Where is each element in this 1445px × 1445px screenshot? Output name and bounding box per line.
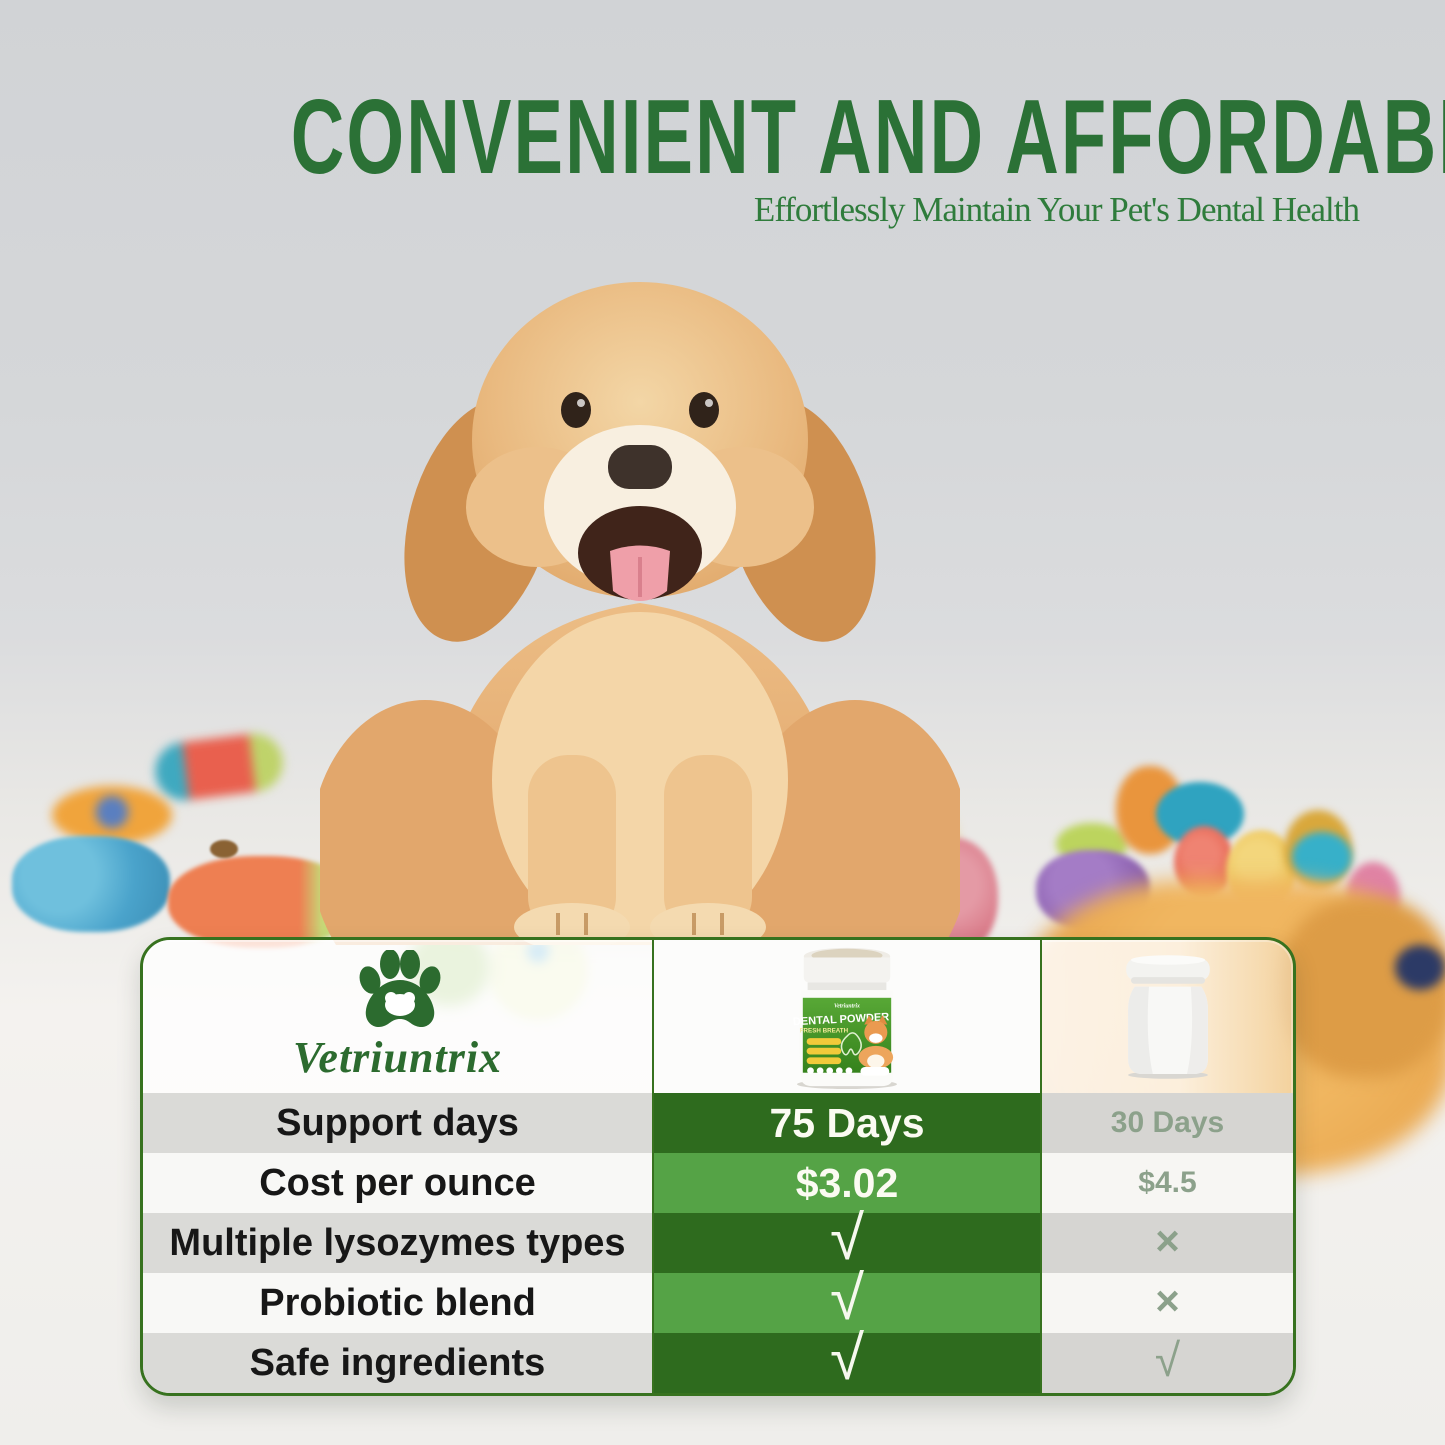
column-competitor: 30 Days $4.5 × × √ — [1042, 940, 1293, 1393]
jar-tooth-doodle — [840, 1031, 862, 1055]
row-label-lysozymes: Multiple lysozymes types — [169, 1222, 626, 1264]
competitor-cost-value: $4.5 — [1138, 1166, 1197, 1199]
competitor-jar — [1125, 954, 1210, 1079]
our-safe-check: √ — [829, 1324, 865, 1393]
competitor-support-days-value: 30 Days — [1110, 1106, 1225, 1139]
competitor-safe-check: √ — [1154, 1334, 1181, 1386]
page-subtitle: Effortlessly Maintain Your Pet's Dental … — [753, 190, 1360, 229]
plush-toy-eye — [1395, 945, 1445, 990]
dog-photo — [320, 282, 960, 945]
row-label-support-days: Support days — [276, 1102, 519, 1144]
competitor-lysozymes-cross: × — [1155, 1217, 1180, 1264]
toy-ring-flower — [52, 786, 172, 844]
jar-corgi-image — [858, 1014, 894, 1069]
our-lysozymes-check: √ — [829, 1204, 865, 1273]
brand-name: Vetriuntrix — [292, 1033, 503, 1082]
dog-front-legs — [514, 755, 766, 945]
dog-haunch — [320, 700, 540, 945]
our-cost-value: $3.02 — [795, 1159, 899, 1206]
dog-nose — [608, 445, 672, 489]
comparison-table: Vetriuntrix Support days Cost per ounce … — [140, 937, 1296, 1396]
column-brand-labels: Vetriuntrix Support days Cost per ounce … — [143, 940, 652, 1393]
competitor-header-cell — [1042, 940, 1293, 1093]
row-label-safe-ingredients: Safe ingredients — [249, 1342, 546, 1384]
row-label-probiotic: Probiotic blend — [259, 1282, 536, 1324]
jar-icon-row — [807, 1066, 853, 1074]
brand-header-cell: Vetriuntrix — [143, 940, 652, 1093]
our-product-jar: Vetriuntrix DENTAL POWDER FRESH BREATH — [793, 947, 897, 1089]
dog-haunch — [740, 700, 960, 945]
toy-ball-teal-small — [1292, 832, 1352, 882]
column-our-product: Vetriuntrix DENTAL POWDER FRESH BREATH — [652, 940, 1042, 1393]
jar-weight-pill — [860, 1066, 890, 1076]
jar-tagline-text: FRESH BREATH — [800, 1027, 849, 1034]
jar-brand-text: Vetriuntrix — [834, 1003, 860, 1009]
page-title: CONVENIENT AND AFFORDABLE — [290, 78, 1445, 196]
dog-eyes — [561, 392, 719, 428]
row-label-cost-per-ounce: Cost per ounce — [259, 1162, 536, 1204]
our-support-days-value: 75 Days — [769, 1099, 925, 1146]
toy-bone-blue-spiky — [12, 836, 170, 932]
kibble-treat — [210, 840, 238, 858]
our-product-header-cell: Vetriuntrix DENTAL POWDER FRESH BREATH — [654, 940, 1040, 1093]
competitor-probiotic-cross: × — [1155, 1277, 1180, 1324]
paw-icon — [359, 950, 440, 1028]
toy-dumbbell — [151, 730, 287, 804]
our-probiotic-check: √ — [829, 1264, 865, 1333]
jar-feature-bullets — [806, 1037, 842, 1064]
